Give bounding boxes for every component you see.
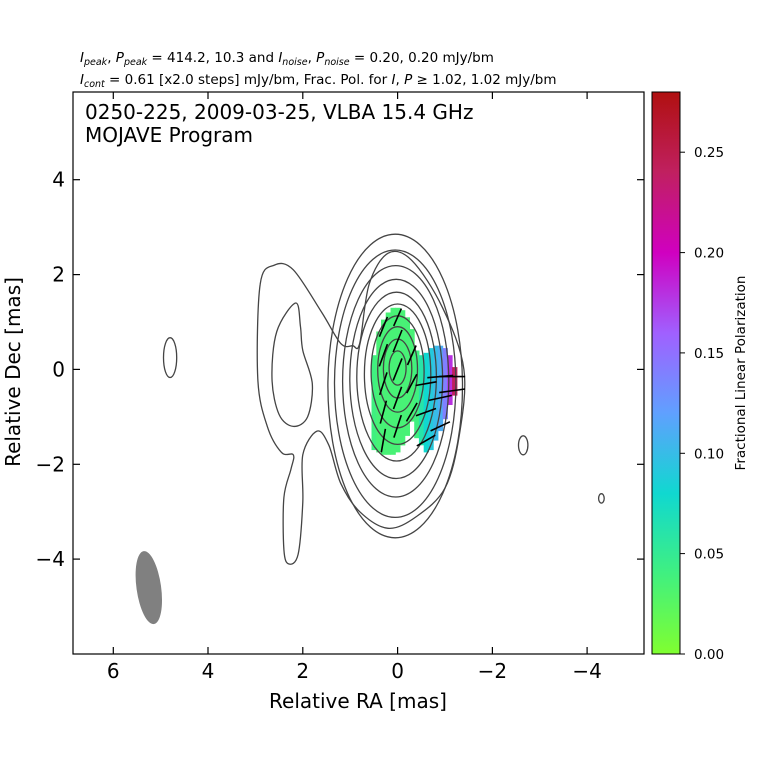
evpa-vector-9 — [392, 308, 403, 327]
pol-column-5 — [395, 307, 401, 453]
colorbar-ticks: 0.00 0.05 0.10 0.15 0.20 0.25 — [680, 145, 724, 663]
annotation-line-1: 0250-225, 2009-03-25, VLBA 15.4 GHz — [85, 100, 473, 124]
plot-frame — [72, 91, 645, 655]
evpa-vector-10 — [405, 402, 418, 422]
y-tick-label-3: 2 — [52, 263, 65, 287]
pol-column-4 — [390, 307, 396, 455]
evpa-vector-8 — [392, 329, 403, 353]
evpa-vector-17 — [428, 394, 452, 402]
x-tick-label-0: 6 — [107, 659, 120, 683]
beam — [135, 551, 163, 625]
plot-background — [73, 92, 644, 654]
pol-column-2 — [381, 319, 387, 455]
colorbar-tick-label-0: 0.00 — [694, 647, 724, 663]
core-contour-0 — [327, 233, 464, 539]
colorbar-tick-label-5: 0.25 — [694, 145, 724, 161]
core-contour-7 — [377, 326, 419, 413]
evpa-vector-7 — [392, 358, 403, 381]
isolated-contour-1 — [517, 435, 529, 456]
x-tick-label-4: −2 — [478, 659, 507, 683]
outer-contour — [256, 250, 466, 565]
core-contour-1 — [333, 249, 457, 519]
x-tick-label-3: 0 — [391, 659, 404, 683]
evpa-vector-15 — [415, 381, 437, 387]
x-tick-label-5: −4 — [572, 659, 601, 683]
axis-ticks: 6 4 2 0 −2 −4 −4 −2 0 2 4 — [36, 92, 644, 683]
evpa-vector-0 — [380, 428, 387, 453]
evpa-vector-12 — [406, 345, 417, 366]
x-axis-label: Relative RA [mas] — [269, 689, 447, 713]
y-tick-label-1: −2 — [36, 452, 65, 476]
core-contour-9 — [388, 350, 407, 386]
colorbar — [651, 91, 681, 655]
evpa-vector-1 — [379, 400, 388, 424]
colorbar-tick-label-3: 0.15 — [694, 346, 724, 362]
isolated-contour-2 — [597, 493, 605, 504]
y-tick-label-2: 0 — [52, 357, 65, 381]
inner-contour — [271, 302, 314, 428]
pol-column-16 — [447, 355, 453, 405]
evpa-vector-3 — [378, 343, 389, 367]
colorbar-tick-label-4: 0.20 — [694, 246, 724, 262]
header-line-1: Ipeak, Ppeak = 414.2, 10.3 and Inoise, P… — [80, 50, 494, 68]
pol-column-6 — [400, 310, 406, 446]
pol-column-14 — [437, 345, 444, 432]
y-tick-label-0: −4 — [36, 547, 65, 571]
colorbar-label: Fractional Linear Polarization — [733, 276, 749, 471]
x-tick-label-2: 2 — [296, 659, 309, 683]
evpa-vector-16 — [430, 421, 451, 432]
pol-column-1 — [376, 331, 382, 453]
core-contour-2 — [341, 264, 450, 498]
pol-column-15 — [442, 348, 448, 420]
evpa-vector-14 — [415, 407, 437, 417]
colorbar-tick-label-2: 0.10 — [694, 446, 724, 462]
pol-column-17 — [452, 367, 458, 396]
header-line-2: Icont = 0.61 [x2.0 steps] mJy/bm, Frac. … — [80, 72, 557, 90]
evpa-vector-6 — [392, 386, 403, 410]
core-contour-3 — [349, 278, 444, 480]
x-tick-label-1: 4 — [202, 659, 215, 683]
pol-column-10 — [418, 355, 425, 446]
y-tick-label-4: 4 — [52, 168, 65, 192]
evpa-vector-19 — [439, 388, 466, 394]
evpa-vector-5 — [393, 414, 403, 438]
annotation-line-2: MOJAVE Program — [85, 123, 253, 147]
plot-area — [135, 233, 605, 625]
evpa-vector-11 — [406, 373, 418, 394]
evpa-vector-2 — [378, 372, 388, 396]
beam-ellipse — [135, 551, 163, 625]
evpa-vector-13 — [416, 434, 436, 447]
y-axis-label: Relative Dec [mas] — [1, 277, 25, 467]
pol-column-9 — [414, 350, 420, 439]
pol-column-11 — [423, 352, 429, 453]
isolated-contour-0 — [162, 337, 178, 379]
colorbar-tick-label-1: 0.05 — [694, 547, 724, 563]
core-contour-5 — [363, 303, 432, 446]
evpa-vector-4 — [378, 316, 389, 337]
pol-column-7 — [404, 317, 410, 436]
evpa-vectors — [378, 308, 466, 453]
pol-column-0 — [371, 355, 377, 451]
pol-column-3 — [385, 312, 391, 455]
